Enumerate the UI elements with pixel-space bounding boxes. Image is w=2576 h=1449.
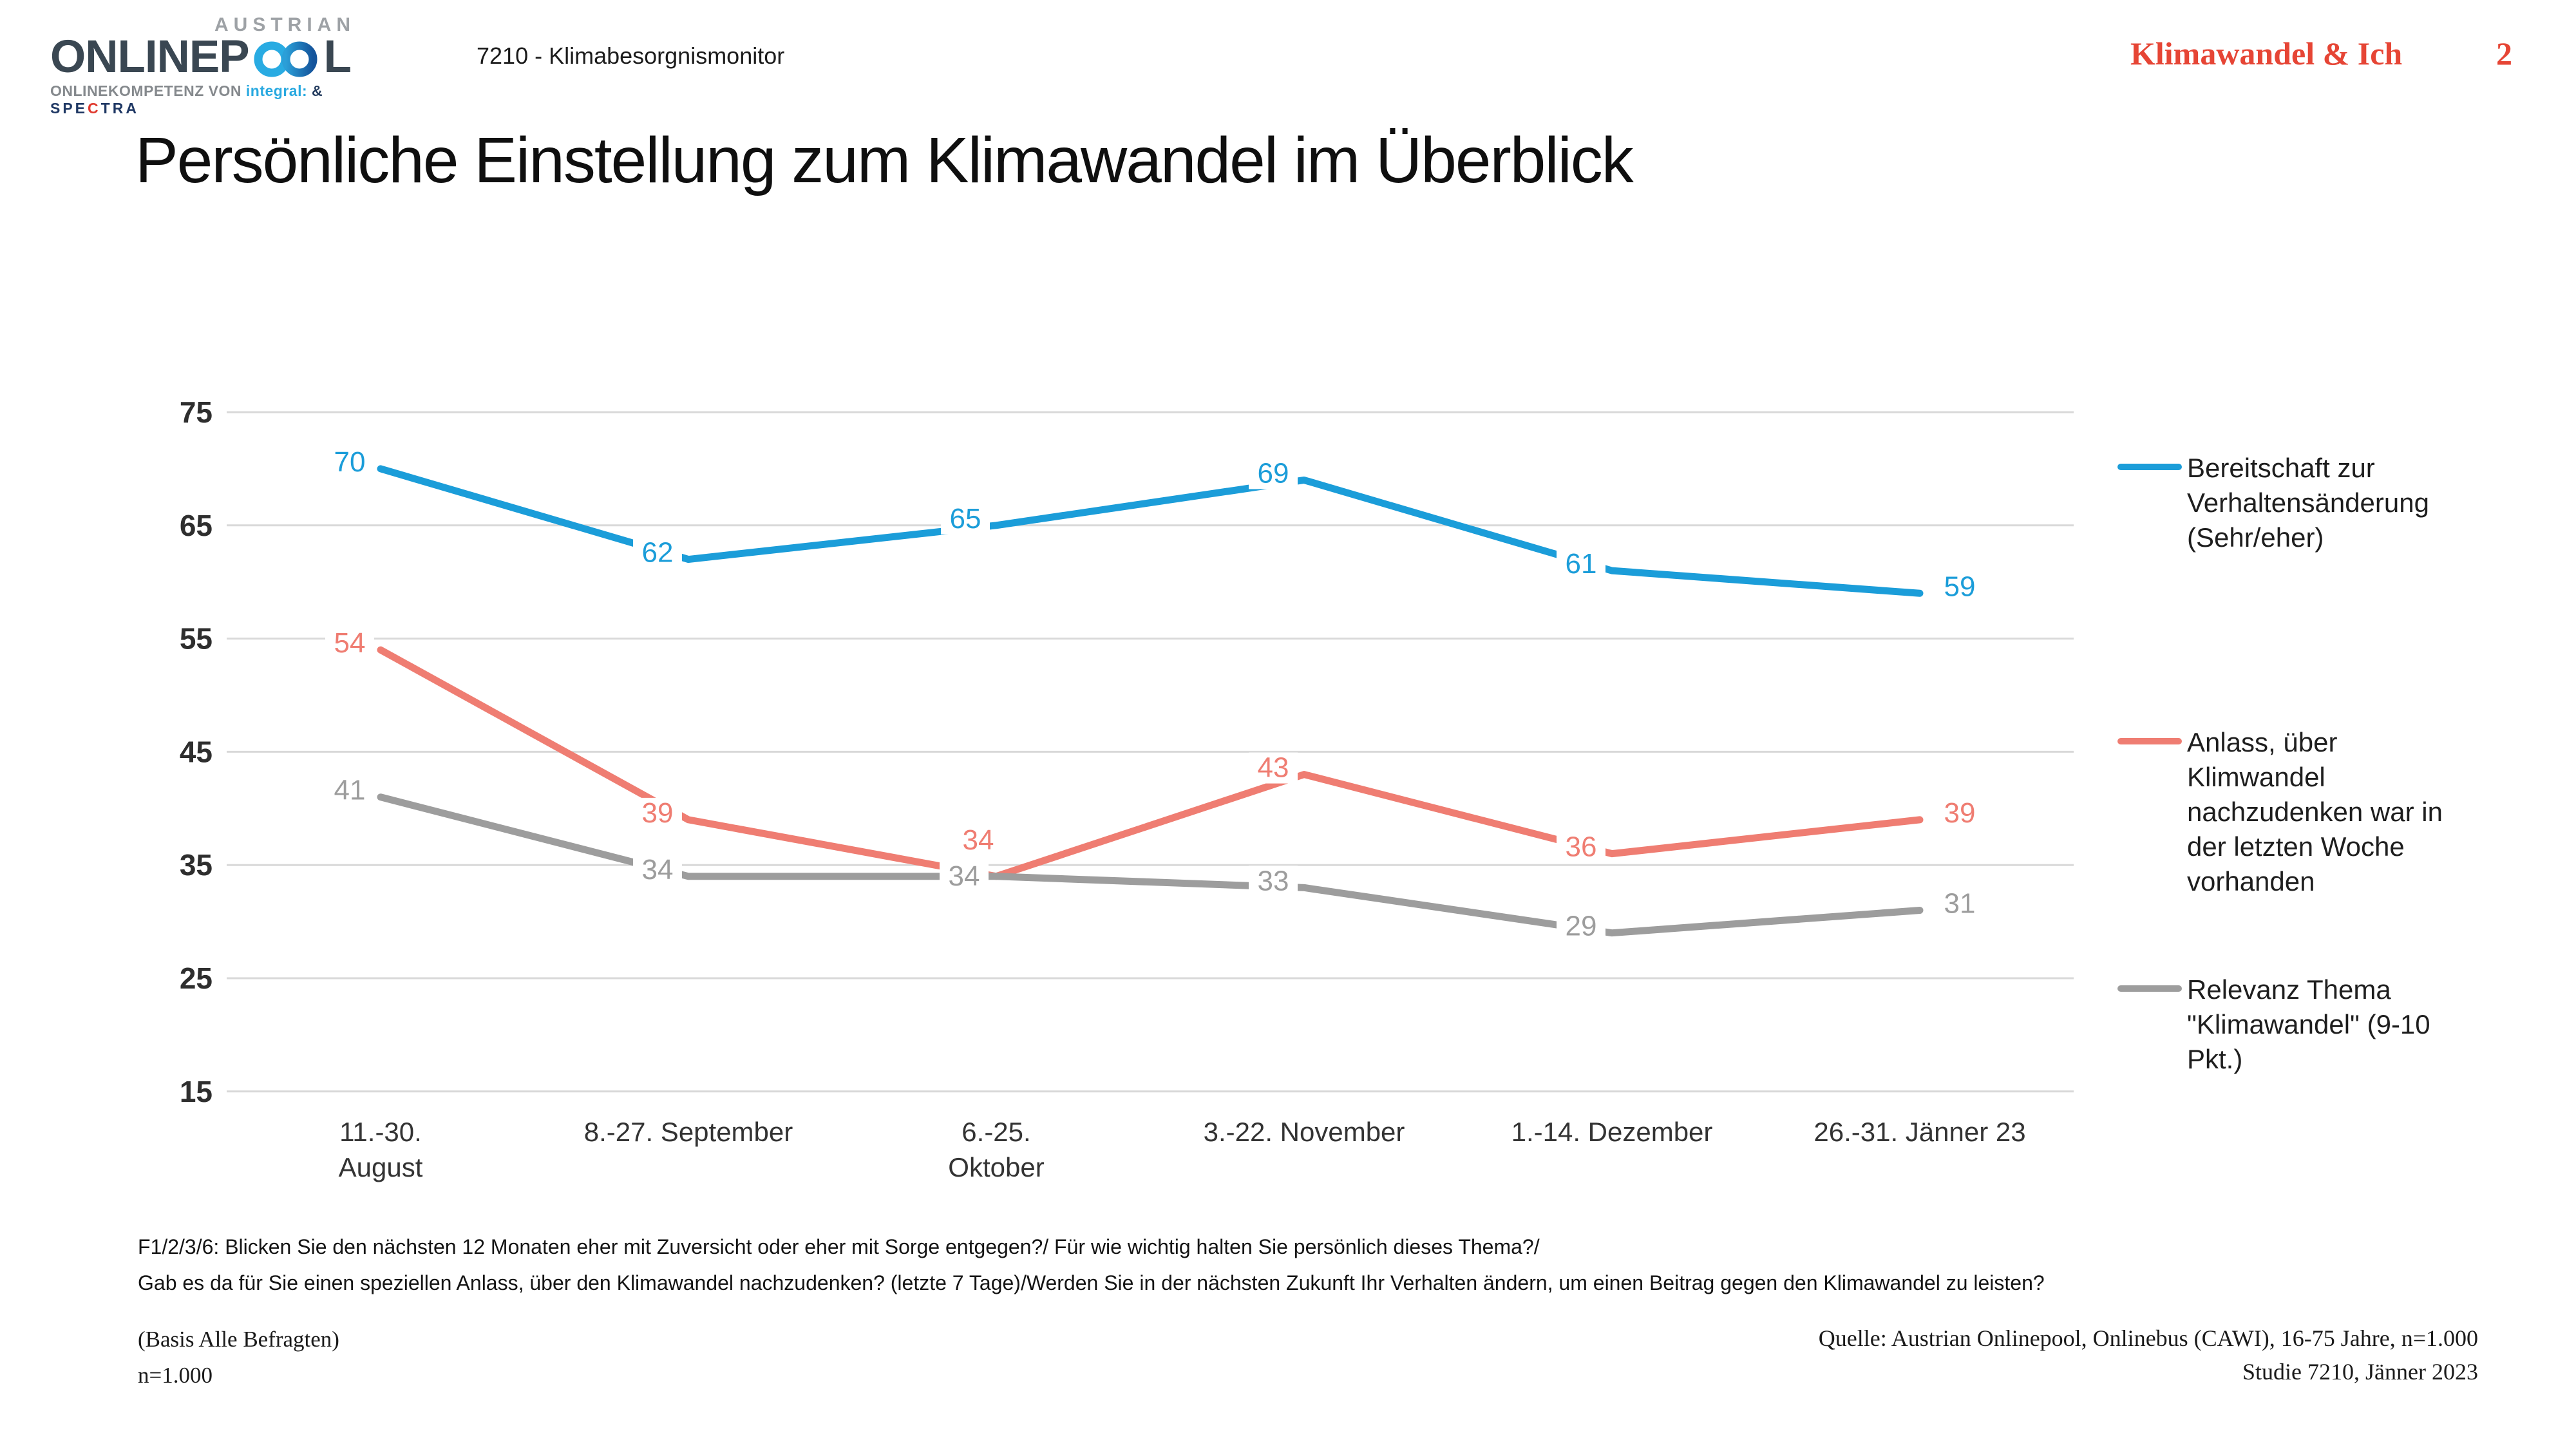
tagline-spectra-post: TRA [100, 100, 139, 117]
y-tick-label: 35 [180, 848, 213, 882]
x-axis-label: 26.-31. Jänner 23 [1814, 1117, 2025, 1147]
y-tick-label: 25 [180, 961, 213, 995]
data-label: 34 [949, 860, 980, 892]
data-label: 29 [1566, 911, 1597, 942]
data-label: 34 [963, 824, 994, 856]
source-line-2: Studie 7210, Jänner 2023 [2242, 1359, 2478, 1385]
data-label: 61 [1566, 548, 1597, 580]
y-tick-label: 55 [180, 622, 213, 656]
data-label-box [325, 628, 374, 659]
data-label-box [954, 824, 1003, 856]
data-label: 69 [1258, 457, 1289, 489]
legend-line-swatch [2117, 464, 2182, 470]
legend-label: Relevanz Thema "Klimawandel" (9-10 Pkt.) [2187, 974, 2430, 1074]
data-label-box [941, 503, 990, 535]
data-label: 43 [1258, 752, 1289, 784]
tagline-gray: ONLINEKOMPETENZ VON [50, 82, 246, 99]
legend-item-1: Bereitschaft zur Verhaltensänderung (Seh… [2117, 451, 2478, 555]
data-label-box [633, 537, 682, 569]
project-label: 7210 - Klimabesorgnismonitor [477, 43, 785, 69]
logo-tagline: ONLINEKOMPETENZ VON integral: & SPECTRA [50, 82, 358, 117]
data-label: 70 [334, 446, 366, 478]
source-note: Quelle: Austrian Onlinepool, Onlinebus (… [1819, 1321, 2478, 1388]
data-label-box [633, 854, 682, 886]
data-label-box [325, 775, 374, 806]
tagline-amp: & [307, 82, 323, 99]
data-label-box [940, 860, 989, 892]
tagline-spectra-pre: SPE [50, 100, 88, 117]
data-label-box [633, 797, 682, 829]
data-label: 39 [642, 797, 674, 829]
x-axis-label: 6.-25. Oktober [948, 1117, 1044, 1182]
data-label-box [1249, 752, 1298, 784]
tagline-spectra-c: C [88, 100, 101, 117]
data-label-box [325, 446, 374, 478]
x-axis-label: 8.-27. September [584, 1117, 793, 1147]
data-label: 59 [1944, 571, 1976, 602]
data-label: 65 [950, 503, 981, 535]
data-label: 54 [334, 627, 366, 659]
page-number: 2 [2496, 35, 2512, 71]
legend-label: Anlass, über Klimwandel nachzudenken war… [2187, 727, 2443, 896]
document-title: Klimawandel & Ich [2130, 35, 2403, 71]
source-line-1: Quelle: Austrian Onlinepool, Onlinebus (… [1818, 1325, 2478, 1351]
logo-brand-pre: ONLINEP [50, 32, 250, 82]
series-line [377, 646, 1924, 880]
data-label: 36 [1566, 831, 1597, 863]
basis-note: (Basis Alle Befragten) [138, 1327, 339, 1352]
series-line [377, 465, 1924, 597]
data-label: 31 [1944, 888, 1976, 920]
company-logo: AUSTRIAN ONLINEP L ONLINEKOMPETENZ VON i… [50, 14, 358, 117]
data-label-box [1935, 888, 1984, 920]
legend-line-swatch [2117, 738, 2182, 744]
data-label: 62 [642, 537, 674, 569]
legend-item-2: Anlass, über Klimwandel nachzudenken war… [2117, 725, 2478, 899]
logo-austrian-text: AUSTRIAN [214, 14, 355, 35]
data-label: 34 [642, 854, 674, 886]
x-axis-label: 3.-22. November [1204, 1117, 1405, 1147]
y-tick-label: 75 [180, 395, 213, 429]
data-label-box [1249, 458, 1298, 489]
y-tick-label: 15 [180, 1075, 213, 1108]
data-label-box [1557, 911, 1605, 942]
data-label-box [1557, 831, 1605, 863]
x-axis-label: 11.-30. August [339, 1117, 423, 1182]
data-label: 41 [334, 775, 366, 806]
data-label: 33 [1258, 865, 1289, 896]
data-label-box [1249, 866, 1298, 897]
infinity-icon [254, 41, 317, 77]
logo-brand-text: ONLINEP L [50, 32, 358, 82]
logo-brand-post: L [323, 32, 352, 82]
y-tick-label: 65 [180, 509, 213, 542]
question-footnote: F1/2/3/6: Blicken Sie den nächsten 12 Mo… [138, 1235, 2045, 1294]
data-label-box [1935, 571, 1984, 603]
page-title: Persönliche Einstellung zum Klimawandel … [135, 124, 1634, 196]
data-label: 39 [1944, 797, 1976, 829]
y-tick-label: 45 [180, 735, 213, 768]
legend-label: Bereitschaft zur Verhaltensänderung (Seh… [2187, 453, 2429, 553]
x-axis-label: 1.-14. Dezember [1511, 1117, 1713, 1147]
legend-line-swatch [2117, 985, 2182, 992]
legend-item-3: Relevanz Thema "Klimawandel" (9-10 Pkt.) [2117, 972, 2478, 1077]
sample-size-note: n=1.000 [138, 1363, 213, 1388]
tagline-integral: integral: [245, 82, 308, 99]
line-chart: 75 65 55 45 35 25 15 11.-30. August 8.-27. Septem… [180, 395, 2074, 1182]
data-label-box [1935, 797, 1984, 829]
data-label-box [1557, 549, 1605, 580]
